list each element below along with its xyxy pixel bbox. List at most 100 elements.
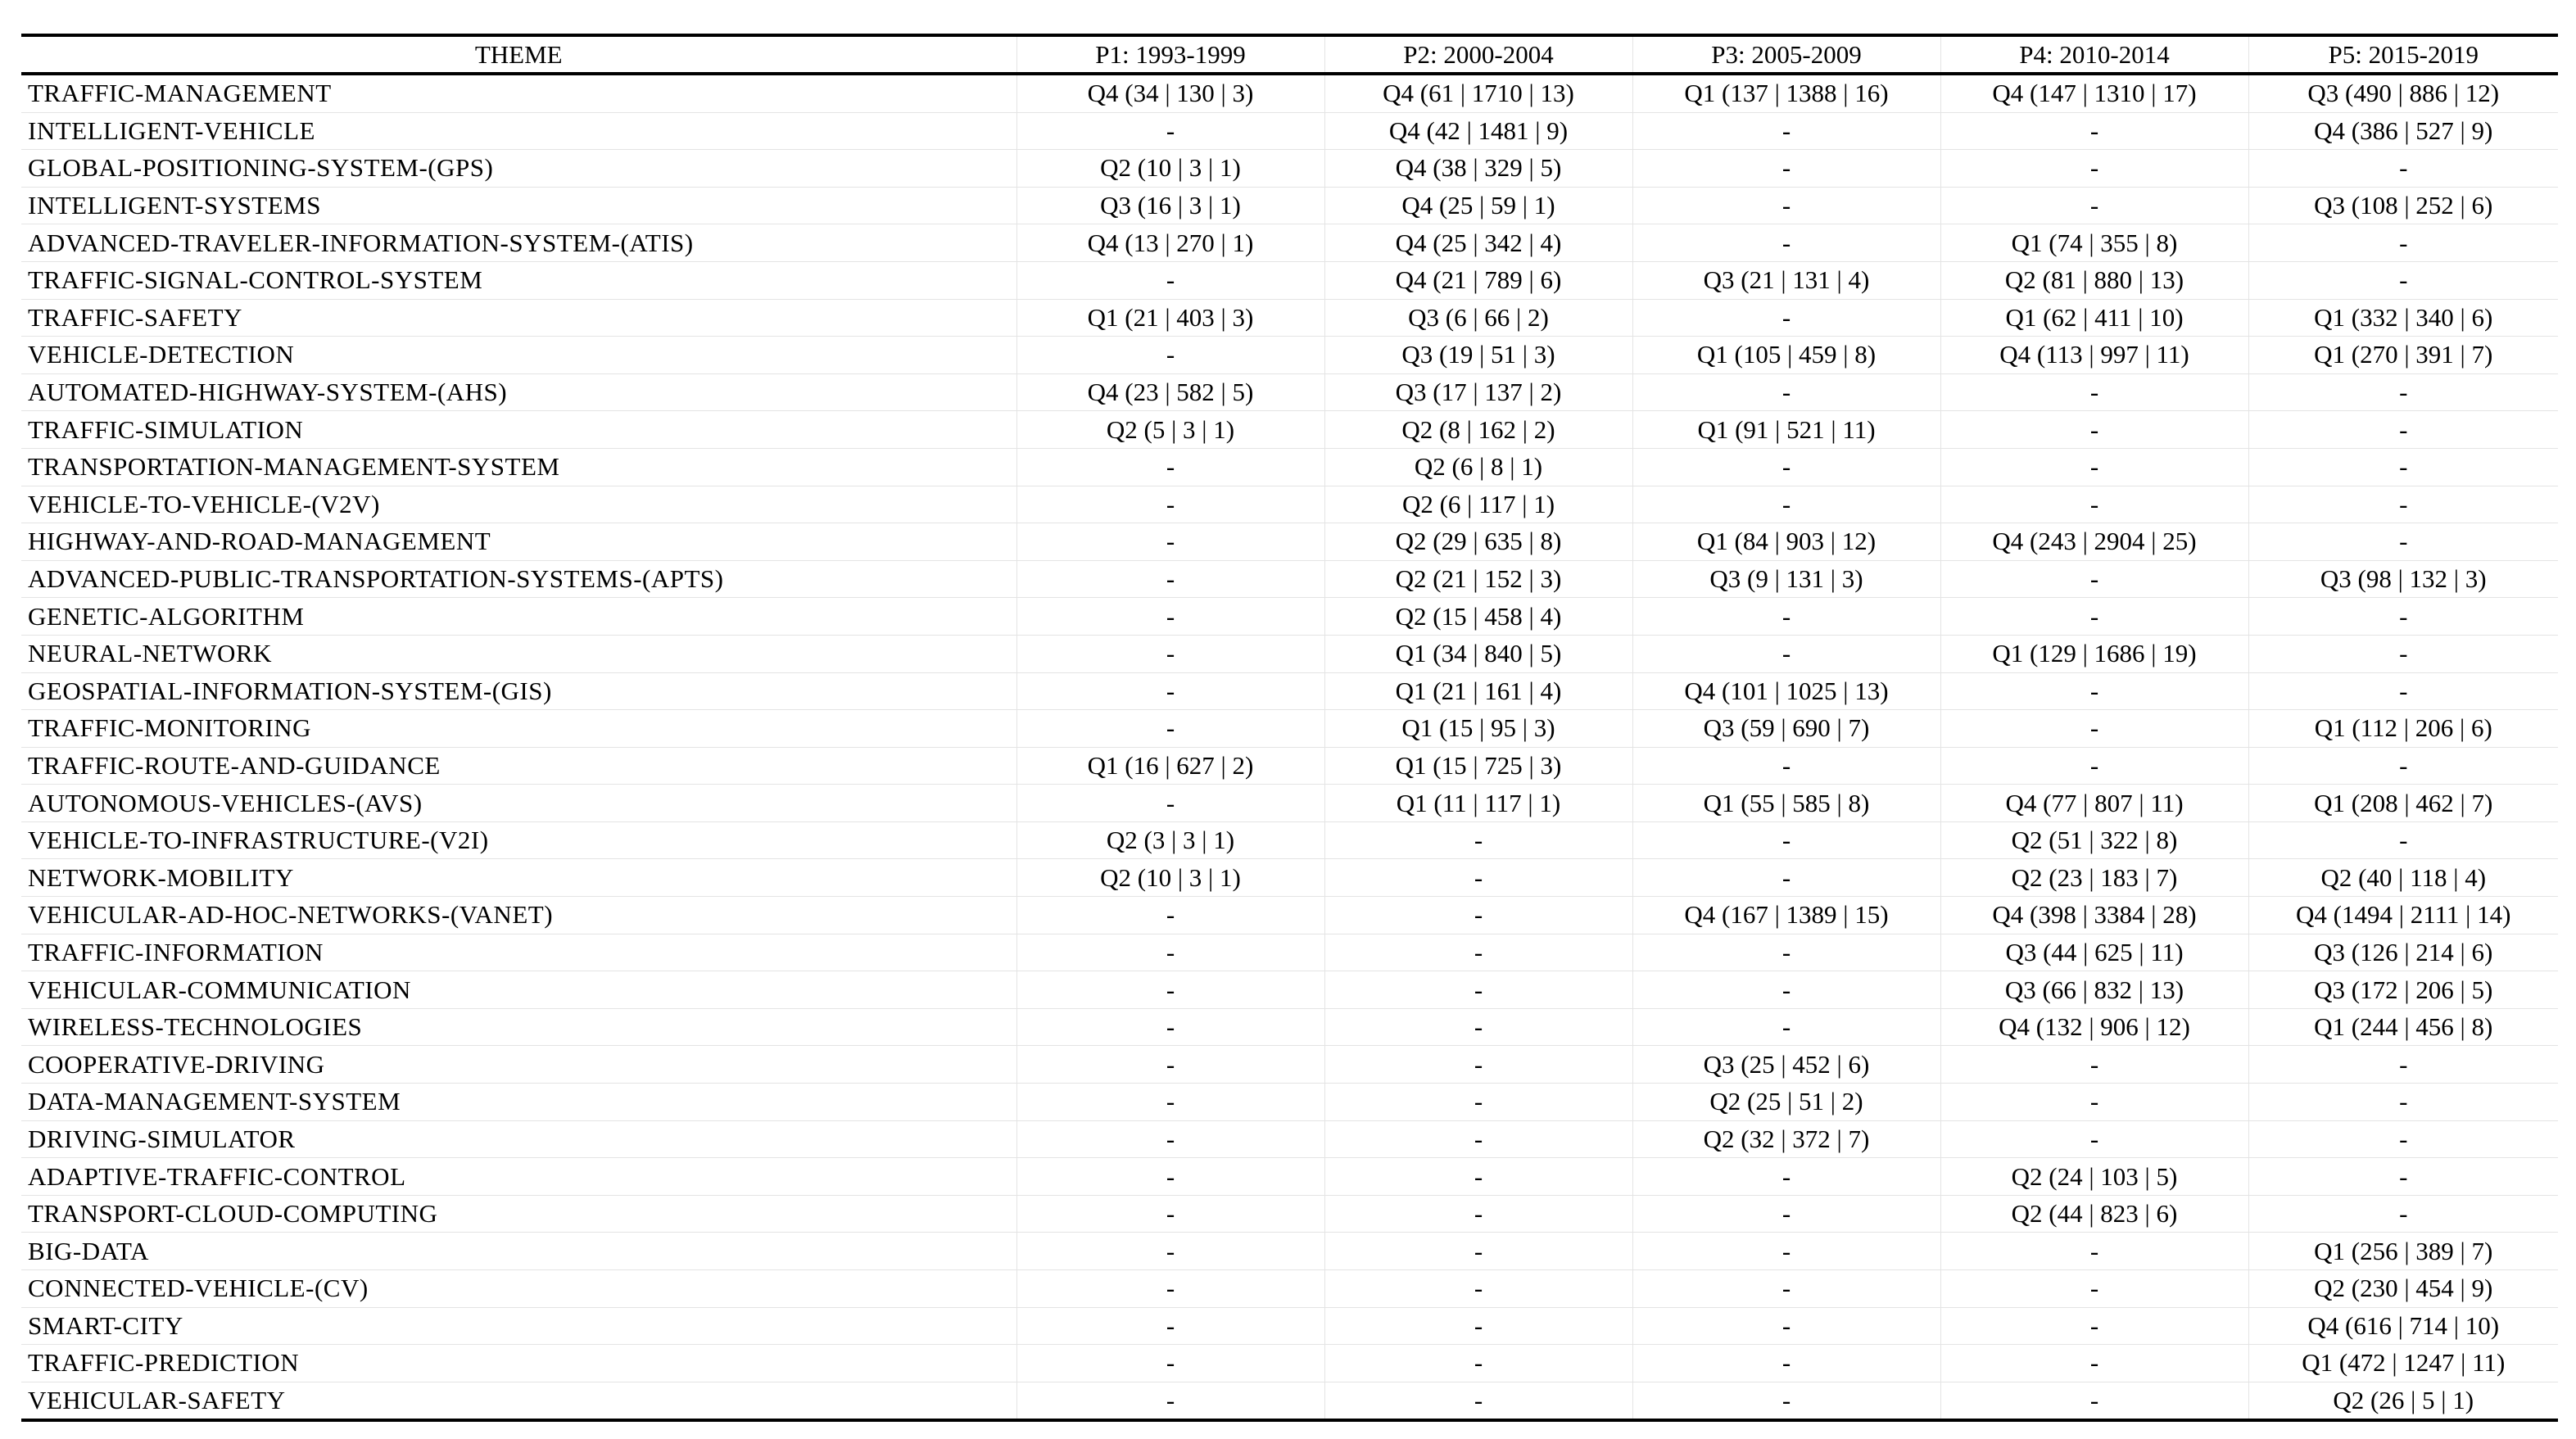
cell-p2: - (1324, 858, 1632, 898)
theme-period-table-container: THEME P1: 1993-1999 P2: 2000-2004 P3: 20… (21, 34, 2558, 1423)
cell-p3: - (1632, 747, 1940, 785)
cell-p5: Q1 (332 | 340 | 6) (2248, 299, 2558, 337)
table-row: TRAFFIC-SAFETY Q1 (21 | 403 | 3) Q3 (6 | 6… (21, 299, 2558, 337)
theme-cell: TRAFFIC-SIGNAL-CONTROL-SYSTEM (21, 261, 1016, 300)
cell-p2: - (1324, 971, 1632, 1009)
cell-p1: Q1 (21 | 403 | 3) (1016, 299, 1324, 337)
cell-p4: Q2 (24 | 103 | 5) (1940, 1157, 2248, 1196)
table-row: ADVANCED-PUBLIC-TRANSPORTATION-SYSTEMS-(… (21, 560, 2558, 599)
cell-p2: - (1324, 1083, 1632, 1121)
cell-p3: Q3 (59 | 690 | 7) (1632, 709, 1940, 748)
cell-p4: Q2 (51 | 322 | 8) (1940, 821, 2248, 860)
theme-cell: ADAPTIVE-TRAFFIC-CONTROL (21, 1157, 1016, 1196)
cell-p4: - (1940, 486, 2248, 524)
theme-cell: TRANSPORT-CLOUD-COMPUTING (21, 1195, 1016, 1233)
cell-p1: - (1016, 261, 1324, 300)
table-row: WIRELESS-TECHNOLOGIES - - - Q4 (132 | 906 | … (21, 1008, 2558, 1047)
cell-p5: - (2248, 635, 2558, 673)
cell-p5: - (2248, 149, 2558, 188)
cell-p3: - (1632, 1344, 1940, 1382)
cell-p3: Q2 (32 | 372 | 7) (1632, 1120, 1940, 1159)
table-row: CONNECTED-VEHICLE-(CV) - - - - Q2 (230 | 454 … (21, 1269, 2558, 1308)
cell-p3: - (1632, 934, 1940, 972)
cell-p3: - (1632, 635, 1940, 673)
cell-p1: Q4 (13 | 270 | 1) (1016, 224, 1324, 262)
cell-p1: - (1016, 1045, 1324, 1084)
cell-p2: - (1324, 821, 1632, 860)
cell-p1: Q4 (34 | 130 | 3) (1016, 74, 1324, 113)
theme-cell: TRAFFIC-MONITORING (21, 709, 1016, 748)
cell-p3: Q3 (25 | 452 | 6) (1632, 1045, 1940, 1084)
theme-cell: WIRELESS-TECHNOLOGIES (21, 1008, 1016, 1047)
cell-p1: - (1016, 971, 1324, 1009)
table-row: NETWORK-MOBILITY Q2 (10 | 3 | 1) - - Q2 (23 … (21, 858, 2558, 898)
cell-p2: Q4 (25 | 59 | 1) (1324, 187, 1632, 225)
table-row: TRANSPORTATION-MANAGEMENT-SYSTEM - Q2 (6 |… (21, 448, 2558, 486)
table-row: VEHICLE-TO-INFRASTRUCTURE-(V2I) Q2 (3 | 3… (21, 821, 2558, 860)
cell-p5: Q1 (208 | 462 | 7) (2248, 784, 2558, 822)
theme-cell: BIG-DATA (21, 1232, 1016, 1270)
cell-p2: Q4 (25 | 342 | 4) (1324, 224, 1632, 262)
theme-cell: GEOSPATIAL-INFORMATION-SYSTEM-(GIS) (21, 672, 1016, 711)
cell-p5: Q3 (108 | 252 | 6) (2248, 187, 2558, 225)
cell-p4: - (1940, 448, 2248, 486)
cell-p3: Q4 (167 | 1389 | 15) (1632, 896, 1940, 934)
table-row: INTELLIGENT-SYSTEMS Q3 (16 | 3 | 1) Q4 (25… (21, 187, 2558, 225)
cell-p5: - (2248, 261, 2558, 300)
cell-p3: - (1632, 1269, 1940, 1308)
cell-p5: - (2248, 373, 2558, 412)
cell-p4: - (1940, 1232, 2248, 1270)
cell-p3: - (1632, 1232, 1940, 1270)
cell-p1: Q2 (3 | 3 | 1) (1016, 821, 1324, 860)
table-row: HIGHWAY-AND-ROAD-MANAGEMENT - Q2 (29 | 635… (21, 523, 2558, 561)
cell-p5: - (2248, 821, 2558, 860)
cell-p4: Q1 (74 | 355 | 8) (1940, 224, 2248, 262)
cell-p3: - (1632, 486, 1940, 524)
table-row: AUTONOMOUS-VEHICLES-(AVS) - Q1 (11 | 117 |… (21, 784, 2558, 822)
cell-p4: - (1940, 1045, 2248, 1084)
cell-p5: - (2248, 410, 2558, 449)
table-row: TRAFFIC-MANAGEMENT Q4 (34 | 130 | 3) Q4 (6… (21, 74, 2558, 113)
cell-p1: - (1016, 448, 1324, 486)
cell-p1: - (1016, 709, 1324, 748)
table-row: TRAFFIC-SIMULATION Q2 (5 | 3 | 1) Q2 (8 | … (21, 410, 2558, 449)
cell-p2: Q3 (6 | 66 | 2) (1324, 299, 1632, 337)
cell-p1: - (1016, 1269, 1324, 1308)
cell-p2: Q1 (34 | 840 | 5) (1324, 635, 1632, 673)
theme-cell: COOPERATIVE-DRIVING (21, 1045, 1016, 1084)
cell-p3: - (1632, 971, 1940, 1009)
theme-cell: CONNECTED-VEHICLE-(CV) (21, 1269, 1016, 1308)
cell-p3: - (1632, 112, 1940, 151)
cell-p5: Q3 (490 | 886 | 12) (2248, 74, 2558, 113)
cell-p3: - (1632, 1157, 1940, 1196)
theme-cell: ADVANCED-TRAVELER-INFORMATION-SYSTEM-(AT… (21, 224, 1016, 262)
cell-p3: - (1632, 1195, 1940, 1233)
header-p4: P4: 2010-2014 (1940, 35, 2248, 74)
cell-p1: - (1016, 1382, 1324, 1423)
theme-cell: GENETIC-ALGORITHM (21, 597, 1016, 636)
cell-p4: - (1940, 1120, 2248, 1159)
theme-cell: GLOBAL-POSITIONING-SYSTEM-(GPS) (21, 149, 1016, 188)
cell-p3: Q1 (105 | 459 | 8) (1632, 336, 1940, 374)
cell-p2: Q3 (19 | 51 | 3) (1324, 336, 1632, 374)
cell-p1: - (1016, 672, 1324, 711)
cell-p5: - (2248, 672, 2558, 711)
cell-p2: - (1324, 1157, 1632, 1196)
theme-cell: INTELLIGENT-VEHICLE (21, 112, 1016, 151)
table-row: VEHICULAR-COMMUNICATION - - - Q3 (66 | 832 |… (21, 971, 2558, 1009)
cell-p1: - (1016, 112, 1324, 151)
table-row: COOPERATIVE-DRIVING - - Q3 (25 | 452 | 6) - - (21, 1045, 2558, 1084)
cell-p1: - (1016, 635, 1324, 673)
cell-p2: Q2 (21 | 152 | 3) (1324, 560, 1632, 599)
cell-p5: - (2248, 597, 2558, 636)
cell-p4: Q4 (398 | 3384 | 28) (1940, 896, 2248, 934)
cell-p2: Q1 (15 | 725 | 3) (1324, 747, 1632, 785)
cell-p2: Q1 (21 | 161 | 4) (1324, 672, 1632, 711)
header-p3: P3: 2005-2009 (1632, 35, 1940, 74)
cell-p5: - (2248, 224, 2558, 262)
cell-p1: - (1016, 1232, 1324, 1270)
cell-p4: Q4 (147 | 1310 | 17) (1940, 74, 2248, 113)
cell-p4: Q2 (23 | 183 | 7) (1940, 858, 2248, 898)
header-row: THEME P1: 1993-1999 P2: 2000-2004 P3: 20… (21, 35, 2558, 74)
cell-p2: Q1 (11 | 117 | 1) (1324, 784, 1632, 822)
